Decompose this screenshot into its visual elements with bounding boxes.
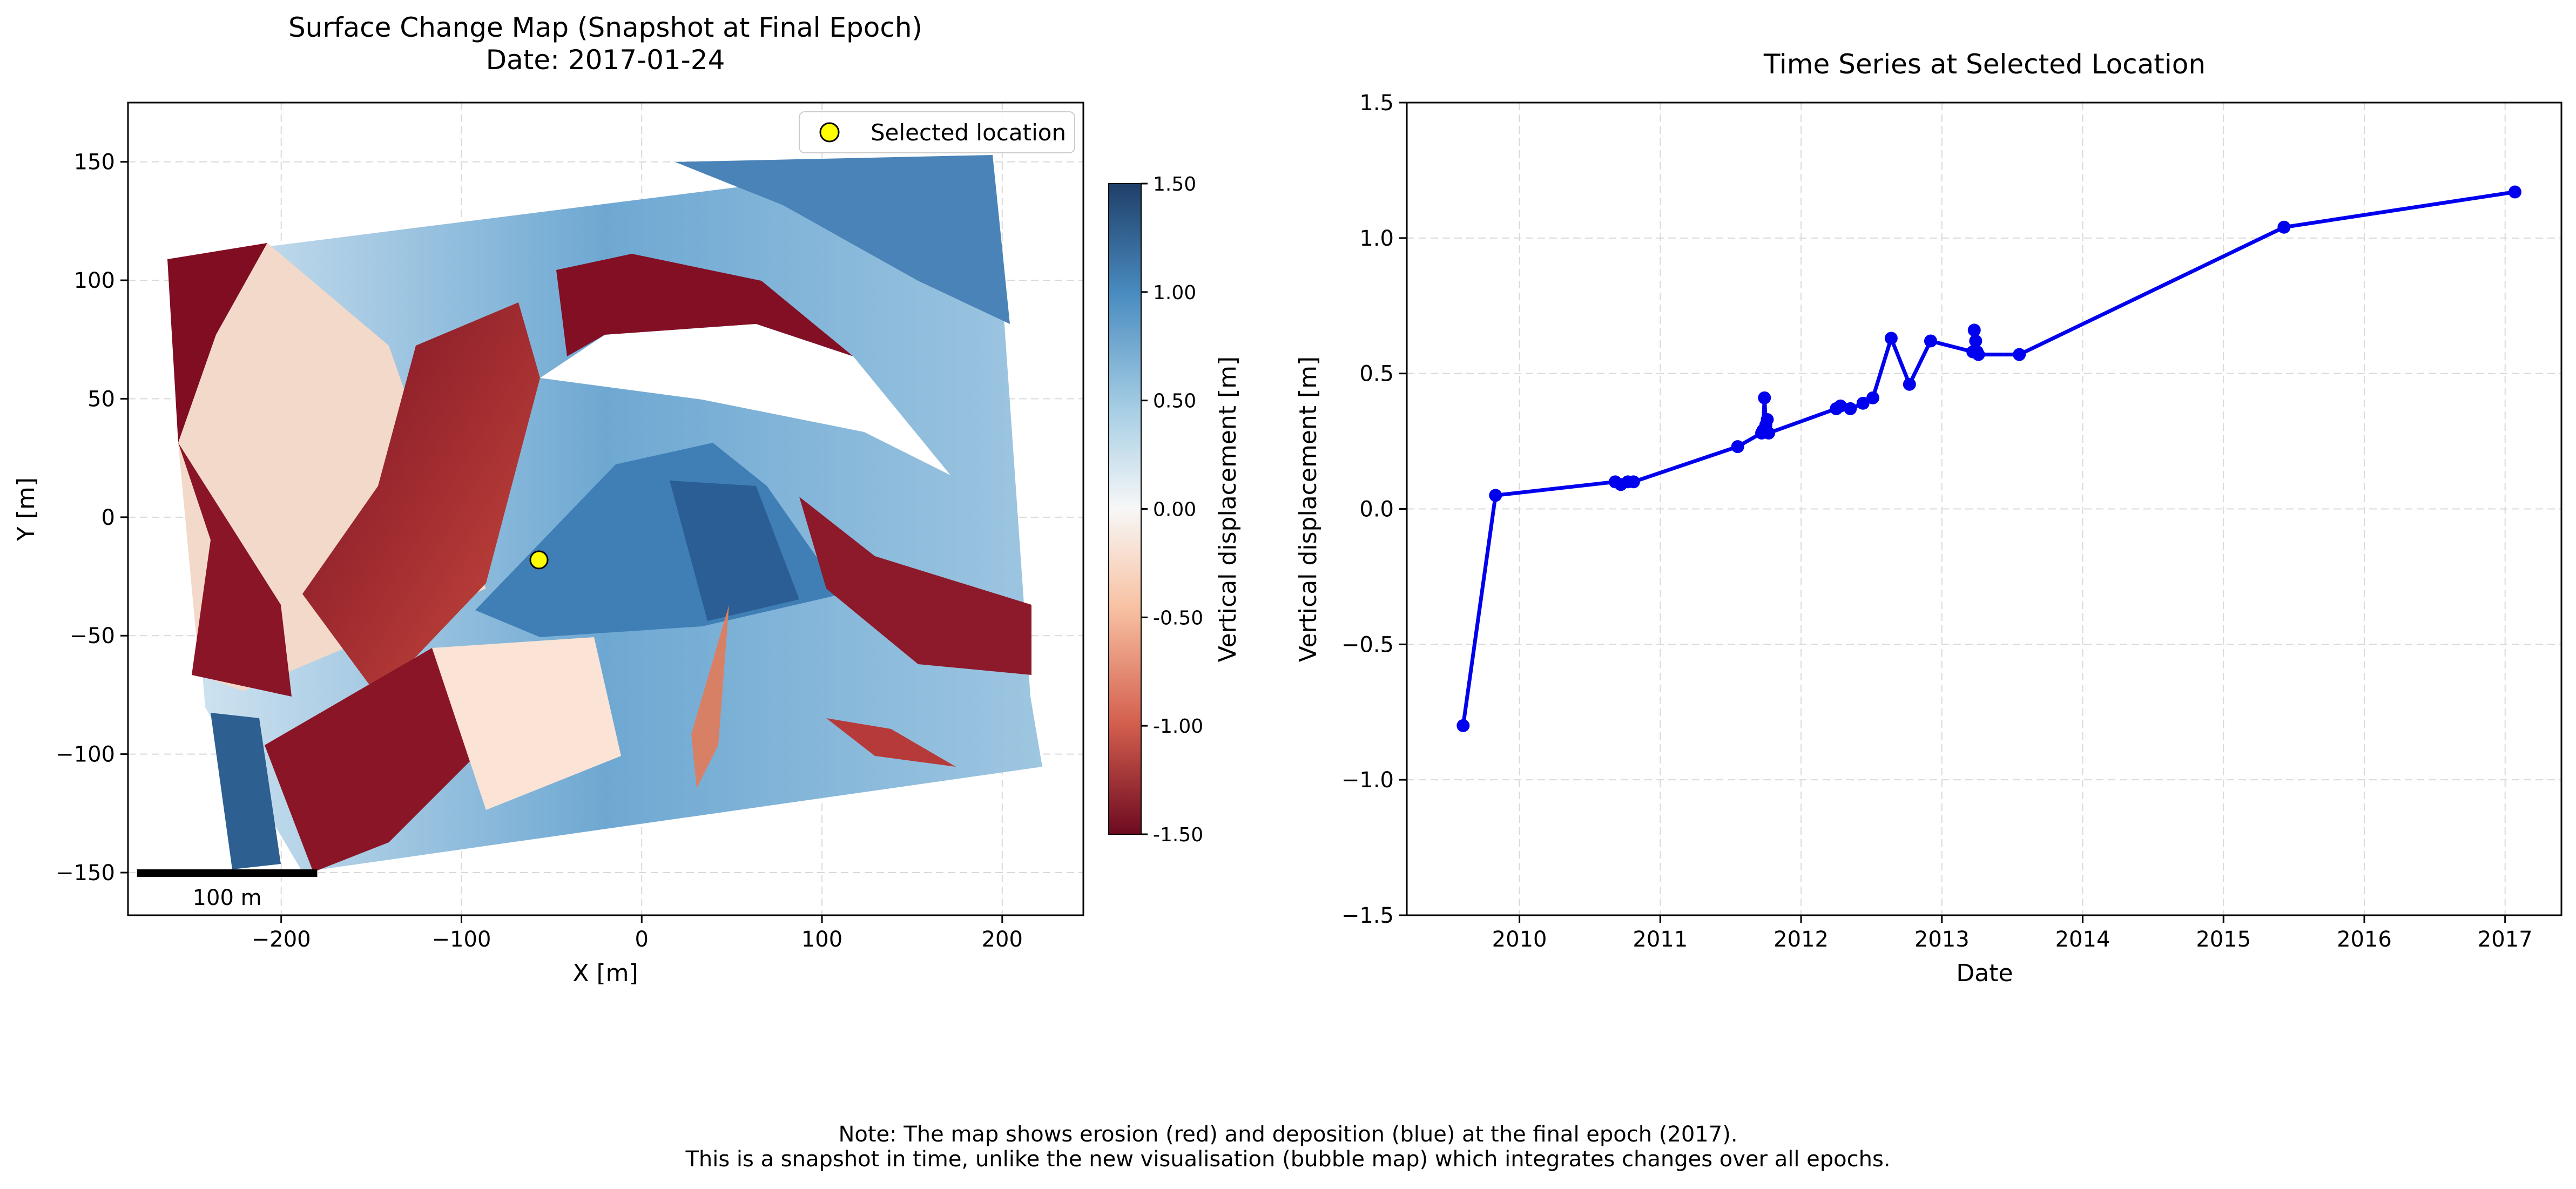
ts-point [1924,334,1937,348]
ts-point [1884,332,1898,345]
map-ticks: −200 −100 0 100 200 −150 −100 −50 0 50 100 150 [56,150,1023,952]
map-chart: Surface Change Map (Snapshot at Final Ep… [12,12,1242,987]
ts-xtick-label: 2014 [2055,927,2110,952]
timeseries-points [1456,185,2521,732]
footer-note-line1: Note: The map shows erosion (red) and de… [838,1122,1738,1147]
ts-ytick-label: 0.5 [1359,362,1394,387]
ts-xtick-label: 2017 [2478,927,2533,952]
map-xlabel: X [m] [572,960,638,987]
map-ytick-label: −50 [70,624,115,648]
ts-point [1866,391,1880,404]
map-ytick-label: −100 [56,742,115,767]
ts-point [2508,185,2521,199]
ts-point [1731,440,1744,454]
timeseries-title: Time Series at Selected Location [1763,49,2206,80]
timeseries-ticks: 2010 2011 2012 2013 2014 2015 2016 2017 −1.5 −1.0… [1341,91,2533,952]
ts-point [2013,348,2026,361]
map-ytick-label: 150 [74,150,115,175]
colorbar-tick-label: -1.50 [1153,824,1203,846]
map-legend: Selected location [799,111,1075,153]
ts-point [1762,427,1776,440]
ts-point [1903,377,1916,391]
colorbar-tick-label: -1.00 [1153,715,1203,738]
footer-note-line2: This is a snapshot in time, unlike the n… [685,1147,1891,1172]
ts-xtick-label: 2016 [2337,927,2392,952]
map-axes-frame [127,102,1084,916]
ts-xtick-label: 2010 [1492,927,1547,952]
legend-marker [819,122,840,143]
map-xtick-label: 100 [801,927,842,952]
ts-ytick-label: −1.5 [1341,903,1394,928]
map-xtick-label: −200 [252,927,311,952]
map-ylabel: Y [m] [12,477,40,542]
ts-point [1834,399,1847,413]
ts-point [1758,391,1771,404]
colorbar-tick-label: -0.50 [1153,607,1203,629]
colorbar-label: Vertical displacement [m] [1214,356,1242,662]
ts-point [1972,348,1985,361]
ts-point [1627,475,1640,489]
legend-label: Selected location [871,119,1066,146]
timeseries-xlabel: Date [1956,960,2013,987]
legend-box [799,111,1075,153]
ts-ytick-label: 0.0 [1359,497,1394,522]
ts-point [1969,334,1982,348]
colorbar-tick-label: 0.50 [1153,390,1196,413]
ts-point [1967,323,1981,337]
ts-xtick-label: 2011 [1633,927,1688,952]
ts-xtick-label: 2015 [2196,927,2251,952]
map-xtick-label: −100 [432,927,491,952]
map-ytick-label: 100 [74,268,115,293]
ts-ytick-label: 1.5 [1359,91,1394,116]
timeseries-grid [1407,102,2561,916]
ts-ytick-label: −1.0 [1341,768,1394,793]
ts-point [1856,396,1870,410]
scale-bar-label: 100 m [193,886,262,910]
map-xtick-label: 0 [635,927,649,952]
colorbar-tick-label: 1.00 [1153,282,1196,304]
selected-location-marker [529,550,549,570]
timeseries-chart: Time Series at Selected Location 2010 201… [1294,49,2562,987]
timeseries-line [1461,190,2516,726]
ts-ytick-label: −0.5 [1341,632,1394,657]
colorbar-tick-label: 0.00 [1153,499,1196,521]
scale-bar: 100 m [137,869,318,910]
ts-point [1456,719,1470,732]
ts-point [2277,220,2291,234]
ts-xtick-label: 2012 [1773,927,1829,952]
ts-point [1844,402,1857,415]
colorbar-ticks: 1.50 1.00 0.50 0.00 -0.50 -1.00 -1.50 [1141,173,1203,846]
ts-ytick-label: 1.0 [1359,226,1394,251]
displacement-field [167,155,1042,872]
map-ytick-label: −150 [56,861,115,886]
map-subtitle: Date: 2017-01-24 [486,44,725,76]
ts-xtick-label: 2013 [1914,927,1970,952]
timeseries-ylabel: Vertical displacement [m] [1294,356,1322,662]
colorbar-gradient [1108,183,1142,835]
ts-point [1761,413,1774,426]
ts-point [1489,489,1502,502]
colorbar-tick-label: 1.50 [1153,173,1196,195]
scale-bar-line [137,869,318,877]
map-ytick-label: 0 [102,505,115,530]
map-title: Surface Change Map (Snapshot at Final Ep… [288,12,922,43]
map-xtick-label: 200 [982,927,1023,952]
map-ytick-label: 50 [87,387,115,411]
colorbar: 1.50 1.00 0.50 0.00 -0.50 -1.00 -1.50 Vertical… [1108,173,1242,846]
